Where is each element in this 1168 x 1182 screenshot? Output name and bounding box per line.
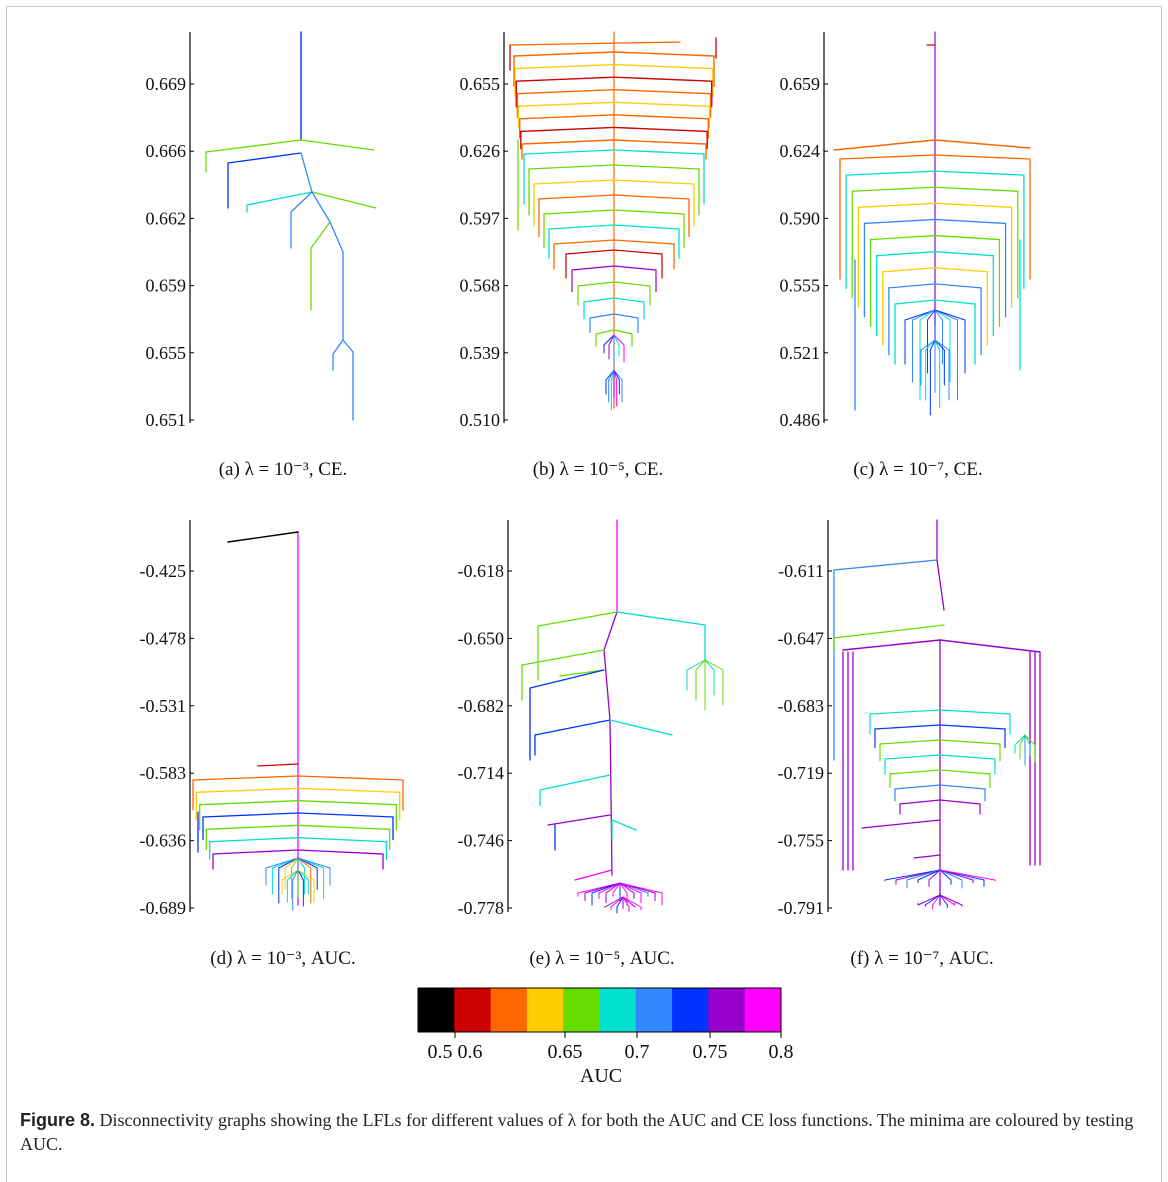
figure-frame: [6, 6, 1162, 1182]
colorbar-segment: [418, 988, 455, 1032]
colorbar-tick-label: 0.65: [548, 1041, 583, 1063]
y-tick-label: -0.746: [458, 831, 505, 851]
figure-caption: Figure 8. Disconnectivity graphs showing…: [20, 1108, 1148, 1156]
panel-c: 0.659 0.624 0.590 0.555 0.521 0.486 (c) λ = 10…: [780, 31, 1031, 480]
colorbar-tick-label: 0.7: [625, 1041, 650, 1063]
colorbar-segment: [672, 988, 709, 1032]
panel-e: -0.618 -0.650 -0.682 -0.714 -0.746 -0.778 (e) …: [458, 519, 724, 969]
y-tick-label: 0.626: [460, 141, 501, 161]
y-tick-label: -0.755: [778, 831, 825, 851]
subfigure-caption: (b) λ = 10⁻⁵, CE.: [533, 459, 664, 480]
y-tick-label: -0.650: [458, 628, 505, 648]
colorbar-segment: [526, 988, 564, 1032]
y-tick-label: 0.651: [146, 410, 187, 430]
y-tick-label: 0.624: [780, 141, 821, 161]
y-tick-label: -0.636: [140, 831, 187, 851]
y-tick-label: -0.611: [778, 561, 824, 581]
colorbar-tick-label: 0.5 0.6: [428, 1041, 483, 1063]
panel-f: -0.611 -0.647 -0.683 -0.719 -0.755 -0.791 (f) …: [778, 519, 1041, 969]
y-tick-label: -0.683: [778, 696, 825, 716]
y-tick-label: -0.425: [140, 561, 187, 581]
figure-caption-label: Figure 8.: [20, 1110, 96, 1130]
y-tick-label: 0.659: [780, 74, 821, 94]
disconnectivity-tree: [833, 31, 1031, 416]
y-tick-label: 0.521: [780, 343, 821, 363]
y-tick-label: -0.531: [140, 696, 187, 716]
colorbar: 0.5 0.6 0.65 0.7 0.75 0.8 AUC: [417, 987, 794, 1087]
y-tick-label: -0.714: [458, 763, 505, 783]
disconnectivity-tree: [509, 31, 717, 411]
colorbar-segment: [490, 988, 528, 1032]
colorbar-segment: [454, 988, 492, 1032]
y-tick-label: -0.689: [140, 898, 187, 918]
y-tick-label: 0.669: [146, 74, 187, 94]
y-tick-label: -0.478: [140, 628, 187, 648]
y-tick-label: 0.655: [146, 343, 187, 363]
panel-a: 0.669 0.666 0.662 0.659 0.655 0.651 (a) λ = 10…: [146, 31, 377, 480]
subfigure-caption: (e) λ = 10⁻⁵, AUC.: [529, 948, 674, 969]
y-tick-label: 0.590: [780, 208, 821, 228]
disconnectivity-tree: [205, 31, 377, 421]
y-tick-label: 0.655: [460, 74, 501, 94]
subfigure-caption: (d) λ = 10⁻³, AUC.: [210, 948, 355, 969]
colorbar-tick-label: 0.8: [769, 1041, 794, 1063]
colorbar-label: AUC: [580, 1065, 622, 1087]
y-tick-label: 0.555: [780, 276, 821, 296]
y-tick-label: 0.659: [146, 276, 187, 296]
colorbar-segment: [635, 988, 673, 1032]
colorbar-segment: [708, 988, 746, 1032]
disconnectivity-tree: [521, 519, 724, 914]
panel-d: -0.425 -0.478 -0.531 -0.583 -0.636 -0.689 (d) …: [140, 520, 404, 969]
disconnectivity-tree: [833, 519, 1041, 910]
colorbar-segment: [744, 988, 782, 1032]
y-tick-label: -0.719: [778, 763, 825, 783]
y-tick-label: 0.666: [146, 141, 187, 161]
y-tick-label: 0.510: [460, 410, 501, 430]
y-tick-label: -0.647: [778, 628, 825, 648]
y-tick-label: -0.682: [458, 696, 505, 716]
colorbar-segment: [563, 988, 600, 1032]
figure-caption-text: Disconnectivity graphs showing the LFLs …: [20, 1110, 1134, 1154]
y-tick-label: 0.597: [460, 208, 501, 228]
panel-b: 0.655 0.626 0.597 0.568 0.539 0.510 (b) λ = 10…: [460, 31, 717, 480]
y-tick-label: -0.778: [458, 898, 505, 918]
y-tick-label: -0.791: [778, 898, 825, 918]
y-tick-label: 0.486: [780, 410, 821, 430]
y-tick-label: 0.662: [146, 208, 187, 228]
y-tick-label: -0.618: [458, 561, 505, 581]
colorbar-segment: [599, 988, 637, 1032]
y-tick-label: 0.568: [460, 276, 501, 296]
colorbar-tick-label: 0.75: [693, 1041, 728, 1063]
subfigure-caption: (a) λ = 10⁻³, CE.: [219, 459, 348, 480]
disconnectivity-tree: [192, 531, 404, 911]
subfigure-caption: (c) λ = 10⁻⁷, CE.: [853, 459, 982, 480]
y-tick-label: -0.583: [140, 763, 187, 783]
subfigure-caption: (f) λ = 10⁻⁷, AUC.: [850, 948, 993, 969]
y-tick-label: 0.539: [460, 343, 501, 363]
